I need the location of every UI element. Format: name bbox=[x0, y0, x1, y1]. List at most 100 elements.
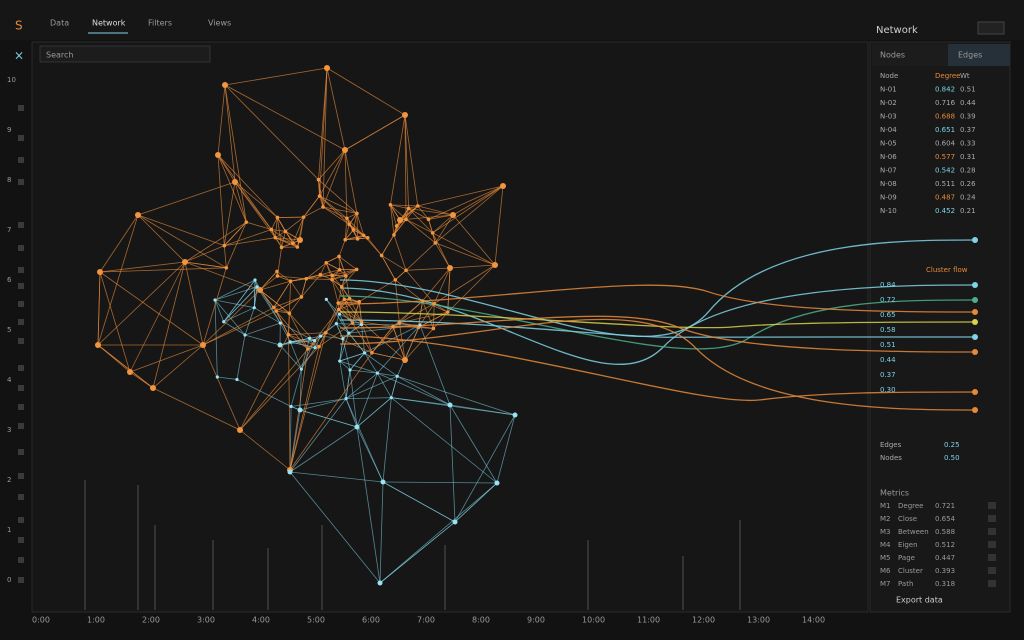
edge bbox=[356, 213, 365, 236]
panel-tab[interactable] bbox=[872, 44, 948, 66]
edge bbox=[303, 206, 324, 218]
node bbox=[447, 402, 453, 408]
edge bbox=[289, 296, 302, 314]
legend-label: 0.44 bbox=[880, 356, 896, 364]
edge bbox=[346, 213, 358, 219]
edge bbox=[271, 229, 294, 244]
panel-tab-label[interactable]: Nodes bbox=[880, 51, 905, 60]
metric-cell: 0.721 bbox=[935, 502, 955, 510]
tool-icon[interactable] bbox=[18, 105, 24, 111]
node bbox=[224, 265, 229, 270]
metric-toggle[interactable] bbox=[988, 515, 996, 522]
tool-icon[interactable] bbox=[18, 222, 24, 228]
window-control[interactable] bbox=[977, 21, 1005, 35]
edge bbox=[364, 352, 398, 377]
metric-toggle[interactable] bbox=[988, 567, 996, 574]
edge bbox=[348, 213, 358, 225]
edge bbox=[356, 426, 381, 584]
tool-icon[interactable] bbox=[18, 179, 24, 185]
table-cell: N-04 bbox=[880, 126, 897, 134]
y-label: 2 bbox=[7, 476, 11, 484]
tool-icon[interactable] bbox=[18, 449, 24, 455]
node bbox=[235, 377, 239, 382]
metric-toggle[interactable] bbox=[988, 580, 996, 587]
tab[interactable]: Views bbox=[208, 19, 231, 28]
edge bbox=[390, 204, 418, 207]
metric-toggle[interactable] bbox=[988, 554, 996, 561]
edge bbox=[224, 67, 328, 86]
table-cell: Wt bbox=[960, 72, 970, 80]
node bbox=[304, 276, 309, 281]
edge bbox=[348, 224, 364, 236]
edge bbox=[273, 307, 290, 314]
tool-icon[interactable] bbox=[18, 157, 24, 163]
edge bbox=[289, 398, 347, 473]
metric-toggle[interactable] bbox=[988, 528, 996, 535]
side-panel bbox=[869, 41, 1011, 613]
flow-end bbox=[972, 282, 978, 288]
edge bbox=[288, 334, 320, 348]
edge bbox=[236, 379, 292, 407]
x-label: 4:00 bbox=[252, 616, 270, 625]
node bbox=[375, 371, 380, 375]
edge bbox=[341, 275, 347, 287]
node bbox=[394, 224, 399, 228]
tool-icon[interactable] bbox=[18, 385, 24, 391]
tool-icon[interactable] bbox=[18, 319, 24, 325]
tab[interactable]: Filters bbox=[148, 19, 172, 28]
tool-icon[interactable] bbox=[18, 577, 24, 583]
tab[interactable]: Data bbox=[50, 19, 69, 28]
tool-icon[interactable] bbox=[18, 517, 24, 523]
edge bbox=[184, 221, 247, 263]
edge bbox=[417, 185, 504, 207]
edge bbox=[345, 398, 358, 428]
tool-icon[interactable] bbox=[18, 404, 24, 410]
edge bbox=[325, 302, 339, 333]
edge bbox=[306, 274, 333, 280]
tool-icon[interactable] bbox=[18, 473, 24, 479]
tool-icon[interactable] bbox=[18, 245, 24, 251]
edge bbox=[253, 279, 256, 308]
edge bbox=[322, 206, 348, 219]
edge bbox=[339, 313, 350, 334]
edge bbox=[331, 275, 346, 280]
footer-button[interactable]: Export data bbox=[896, 596, 943, 605]
tool-icon[interactable] bbox=[18, 423, 24, 429]
node bbox=[288, 340, 292, 344]
tool-icon[interactable] bbox=[18, 135, 24, 141]
edge bbox=[299, 409, 358, 428]
tool-icon[interactable] bbox=[18, 537, 24, 543]
tool-icon[interactable] bbox=[18, 557, 24, 563]
tool-icon[interactable] bbox=[18, 338, 24, 344]
tab[interactable]: Network bbox=[92, 19, 126, 28]
tool-icon[interactable] bbox=[18, 365, 24, 371]
tool-icon[interactable] bbox=[18, 267, 24, 273]
x-label: 0:00 bbox=[32, 616, 50, 625]
node bbox=[347, 296, 352, 301]
panel-tab[interactable] bbox=[948, 44, 1010, 66]
node bbox=[359, 322, 364, 327]
edge bbox=[224, 84, 319, 180]
edge bbox=[224, 84, 346, 151]
edge bbox=[338, 256, 357, 270]
metric-toggle[interactable] bbox=[988, 502, 996, 509]
edge bbox=[404, 114, 419, 206]
x-label: 10:00 bbox=[582, 616, 605, 625]
tool-icon[interactable] bbox=[18, 494, 24, 500]
tool-icon[interactable] bbox=[18, 301, 24, 307]
metric-cell: M4 bbox=[880, 541, 891, 549]
panel-tab-label[interactable]: Edges bbox=[958, 51, 982, 60]
flow-end bbox=[972, 407, 978, 413]
legend-label: 0.65 bbox=[880, 311, 896, 319]
tool-icon[interactable] bbox=[18, 283, 24, 289]
node bbox=[379, 253, 384, 258]
search-text[interactable]: Search bbox=[46, 51, 73, 60]
table-cell: 0.24 bbox=[960, 194, 976, 202]
edge bbox=[99, 214, 139, 273]
search-box[interactable] bbox=[39, 45, 211, 63]
node bbox=[312, 338, 317, 343]
metric-toggle[interactable] bbox=[988, 541, 996, 548]
metric-cell: 0.512 bbox=[935, 541, 955, 549]
node bbox=[388, 203, 393, 207]
close-icon[interactable]: × bbox=[14, 49, 24, 63]
